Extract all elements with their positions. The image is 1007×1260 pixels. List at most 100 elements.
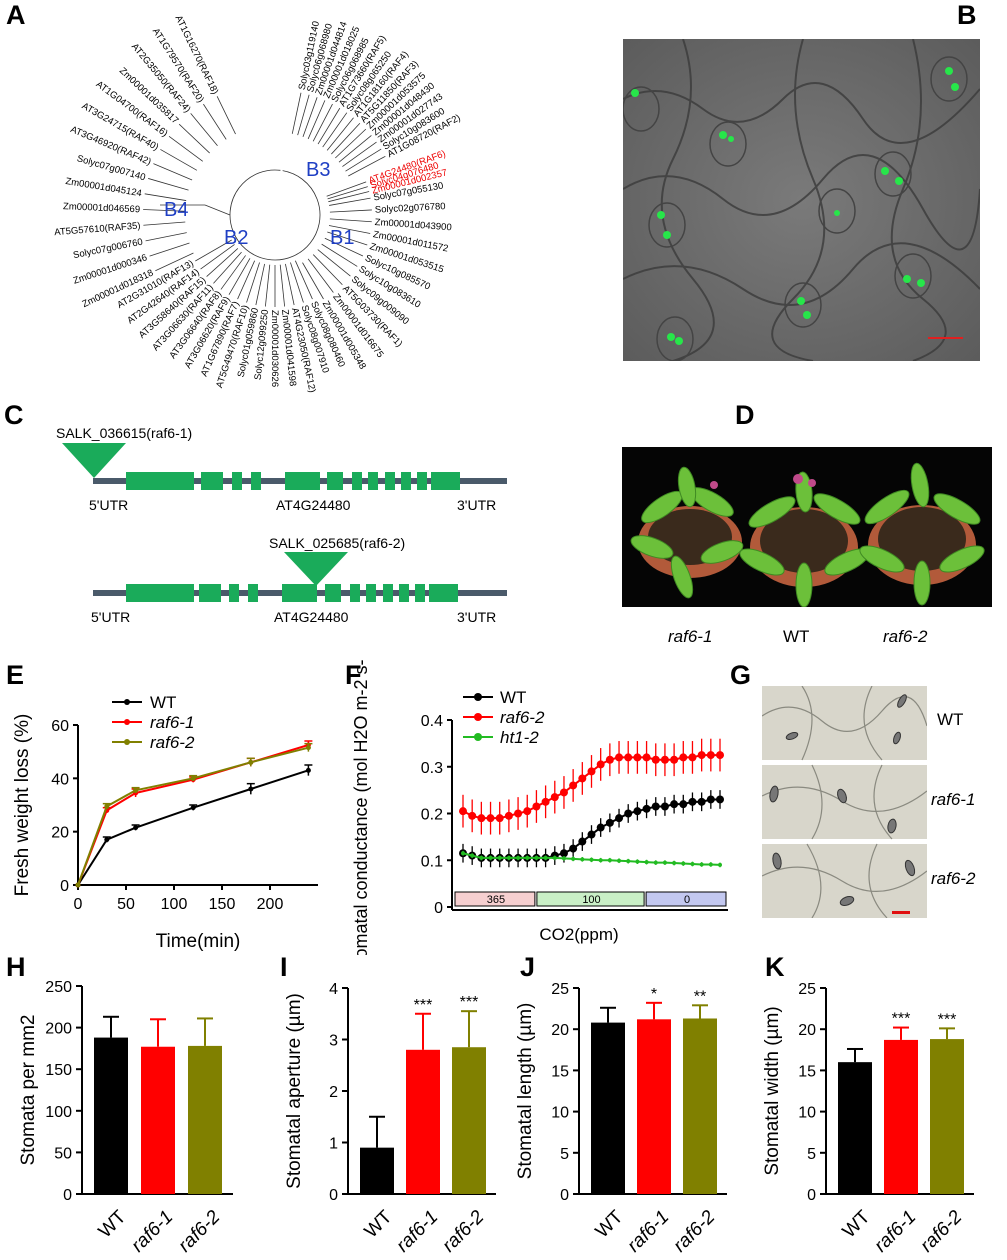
x-tick-label: raf6-2: [174, 1206, 224, 1256]
data-point: [190, 805, 196, 811]
legend-marker: [474, 693, 482, 701]
data-point: [615, 753, 624, 762]
chart-i: 0 1 2 3 4 WT *** raf6-1 *** raf6-2 Stomatal apertu…: [284, 981, 496, 1257]
data-point: [642, 804, 651, 813]
tree-branch: [335, 128, 367, 159]
legend-marker: [124, 739, 130, 745]
bar-WT: [94, 1037, 128, 1194]
co2-segment: [454, 891, 536, 907]
tree-branch: [153, 163, 193, 181]
guard-cell-fluorescence-image: [623, 39, 980, 361]
gene-label-2: AT4G24480: [274, 609, 349, 625]
data-point: [541, 797, 550, 806]
data-point: [104, 803, 110, 809]
y-tick-label: 1: [329, 1136, 338, 1153]
tree-branch: [155, 252, 194, 272]
data-point: [497, 855, 502, 860]
significance-stars: ***: [460, 994, 479, 1011]
gene-models: SALK_036615(raf6-1) 5'UTR AT4G24480 3'UT…: [56, 425, 507, 625]
data-point: [506, 855, 511, 860]
data-point: [504, 811, 513, 820]
tree-branch: [307, 100, 326, 140]
tree-branch: [329, 218, 372, 223]
y-tick-label: 0: [63, 1187, 72, 1204]
phylogenetic-tree: Solyc03g119140Solyc06g068980Zm00001d0448…: [54, 14, 463, 394]
y-tick-label: 100: [45, 1104, 72, 1121]
legend-marker: [474, 733, 482, 741]
clade-label-b3: B3: [306, 159, 330, 181]
y-axis-label: Fresh weight loss (%): [12, 714, 33, 897]
tree-branch: [345, 148, 382, 172]
tree-branch: [178, 123, 210, 154]
data-point: [708, 862, 713, 867]
tree-branch: [328, 191, 370, 203]
clade-label-b2: B2: [224, 227, 248, 249]
data-point: [679, 800, 688, 809]
y-tick-label: 0: [560, 1187, 569, 1204]
x-tick-label: 150: [209, 896, 236, 913]
x-tick-label: 200: [257, 896, 284, 913]
x-tick-label: raf6-1: [623, 1207, 673, 1257]
utr3-label-1: 3'UTR: [457, 497, 496, 513]
data-point: [653, 860, 658, 865]
bar-raf6-2: [930, 1039, 964, 1194]
tree-branch: [255, 263, 265, 306]
tree-branch: [204, 204, 231, 216]
y-tick-label: 40: [51, 771, 69, 788]
y-axis-label: Stomatal aperture (µm): [284, 993, 305, 1189]
y-tick-label: 3: [329, 1033, 338, 1050]
data-point: [589, 857, 594, 862]
tree-branch: [327, 186, 368, 200]
g-label-wt: WT: [937, 710, 964, 729]
tree-branch: [321, 243, 358, 267]
data-point: [459, 807, 467, 816]
tree-branch: [329, 197, 371, 206]
y-tick-label: 15: [798, 1063, 816, 1080]
tree-branch: [294, 260, 313, 300]
data-point: [477, 814, 486, 823]
data-point: [580, 857, 585, 862]
y-tick-label: 200: [45, 1021, 72, 1038]
g-label-raf6-1: raf6-1: [931, 790, 976, 809]
chart-f: 0 0.1 0.2 0.3 0.4 365 100 0 CO2(ppm) Stomatal con…: [351, 660, 728, 955]
tree-branch: [168, 135, 203, 162]
series-line-raf6-2: [77, 746, 309, 886]
data-point: [670, 800, 679, 809]
data-point: [670, 755, 679, 764]
plant-label-raf6-2: raf6-2: [883, 627, 928, 646]
y-tick-label: 5: [560, 1146, 569, 1163]
significance-stars: ***: [892, 1011, 911, 1028]
data-point: [75, 882, 81, 888]
micrograph-b: [623, 39, 980, 361]
data-point: [718, 862, 722, 867]
data-point: [624, 809, 633, 818]
y-tick-label: 4: [329, 981, 338, 998]
legend-marker: [474, 713, 482, 721]
data-point: [706, 795, 715, 804]
y-tick-label: 5: [807, 1146, 816, 1163]
data-point: [672, 861, 677, 866]
data-point: [561, 856, 566, 861]
data-point: [305, 745, 311, 751]
y-tick-label: 0: [807, 1187, 816, 1204]
tree-branch: [228, 258, 251, 295]
panel-label-g: G: [730, 660, 752, 690]
data-point: [681, 861, 686, 866]
data-point: [660, 755, 669, 764]
data-point: [690, 861, 695, 866]
x-tick-label: WT: [592, 1206, 628, 1242]
tree-branch: [322, 112, 348, 148]
tree-branch: [264, 264, 271, 307]
data-point: [660, 802, 669, 811]
bar-raf6-2: [683, 1018, 717, 1194]
tree-branch: [324, 237, 364, 257]
tree-branch: [326, 117, 354, 151]
y-tick-label: 50: [54, 1145, 72, 1162]
data-point: [642, 753, 651, 762]
x-tick-label: WT: [839, 1206, 875, 1242]
y-tick-label: 2: [329, 1084, 338, 1101]
tree-branch: [213, 251, 242, 284]
data-point: [697, 797, 706, 806]
panel-label-b: B: [957, 0, 977, 30]
series-line-raf6-1: [77, 744, 309, 886]
